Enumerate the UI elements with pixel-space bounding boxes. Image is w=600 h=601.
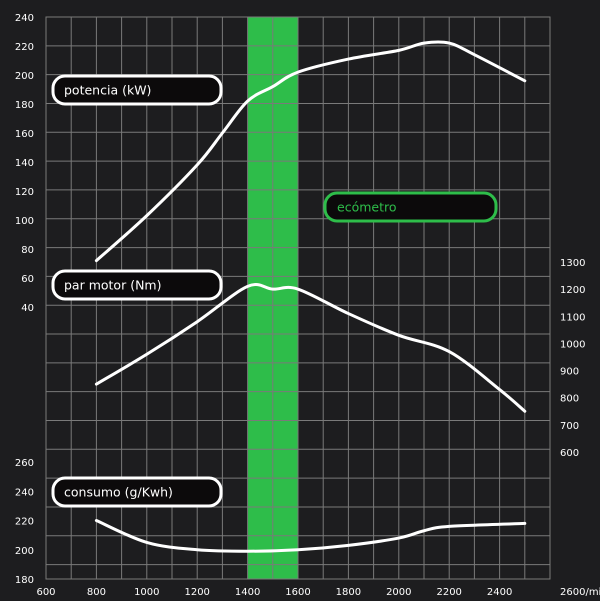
- plot-frame: [45, 16, 551, 580]
- torque-label-box: [51, 269, 223, 301]
- torque-y-tick-label: 600: [560, 448, 579, 459]
- consumption-label-text: consumo (g/Kwh): [64, 485, 173, 500]
- consumption-y-tick-label: 260: [15, 458, 34, 469]
- consumption-y-tick-label: 220: [15, 517, 34, 528]
- x-tick-label: 1600: [285, 587, 310, 598]
- power-y-tick-label: 120: [15, 187, 34, 198]
- torque-y-tick-label: 1000: [560, 339, 585, 350]
- torque-label: par motor (Nm): [51, 269, 223, 301]
- x-tick-label: 2000: [386, 587, 411, 598]
- torque-y-tick-label: 700: [560, 421, 579, 432]
- power-y-tick-label: 160: [15, 129, 34, 140]
- torque-y-tick-label: 1300: [560, 258, 585, 269]
- power-label: potencia (kW): [51, 74, 223, 106]
- power-y-tick-label: 180: [15, 100, 34, 111]
- consumption-label: consumo (g/Kwh): [51, 476, 223, 508]
- power-y-tick-label: 220: [15, 42, 34, 53]
- x-tick-label: 1000: [134, 587, 159, 598]
- power-curve: [94, 40, 527, 263]
- consumption-curve: [94, 519, 527, 553]
- power-y-tick-label: 60: [21, 274, 34, 285]
- power-y-tick-label: 40: [21, 303, 34, 314]
- consumption-label-box: [51, 476, 223, 508]
- power-y-tick-label: 140: [15, 158, 34, 169]
- power-label-text: potencia (kW): [64, 83, 151, 98]
- x-tick-label: 600: [36, 587, 55, 598]
- consumption-y-tick-label: 200: [15, 546, 34, 557]
- power-y-tick-label: 200: [15, 71, 34, 82]
- ecometer-label: ecómetro: [323, 191, 498, 223]
- consumption-y-tick-label: 180: [15, 575, 34, 586]
- torque-y-tick-label: 800: [560, 394, 579, 405]
- torque-y-tick-label: 900: [560, 367, 579, 378]
- x-tick-label: 800: [87, 587, 106, 598]
- x-tick-label: 2200: [436, 587, 461, 598]
- ecometer-label-text: ecómetro: [337, 200, 397, 215]
- x-unit-label: 2600/min: [560, 587, 600, 598]
- x-tick-label: 1400: [235, 587, 260, 598]
- torque-curve: [94, 283, 527, 413]
- consumption-y-tick-label: 240: [15, 487, 34, 498]
- power-y-tick-label: 240: [15, 13, 34, 24]
- power-label-box: [51, 74, 223, 106]
- power-y-tick-label: 80: [21, 245, 34, 256]
- power-y-tick-label: 100: [15, 216, 34, 227]
- ecometer-label-box: [323, 191, 498, 223]
- x-tick-label: 2400: [487, 587, 512, 598]
- torque-y-tick-label: 1100: [560, 312, 585, 323]
- torque-y-tick-label: 1200: [560, 285, 585, 296]
- x-tick-label: 1800: [336, 587, 361, 598]
- torque-label-text: par motor (Nm): [64, 278, 161, 293]
- x-tick-label: 1200: [184, 587, 209, 598]
